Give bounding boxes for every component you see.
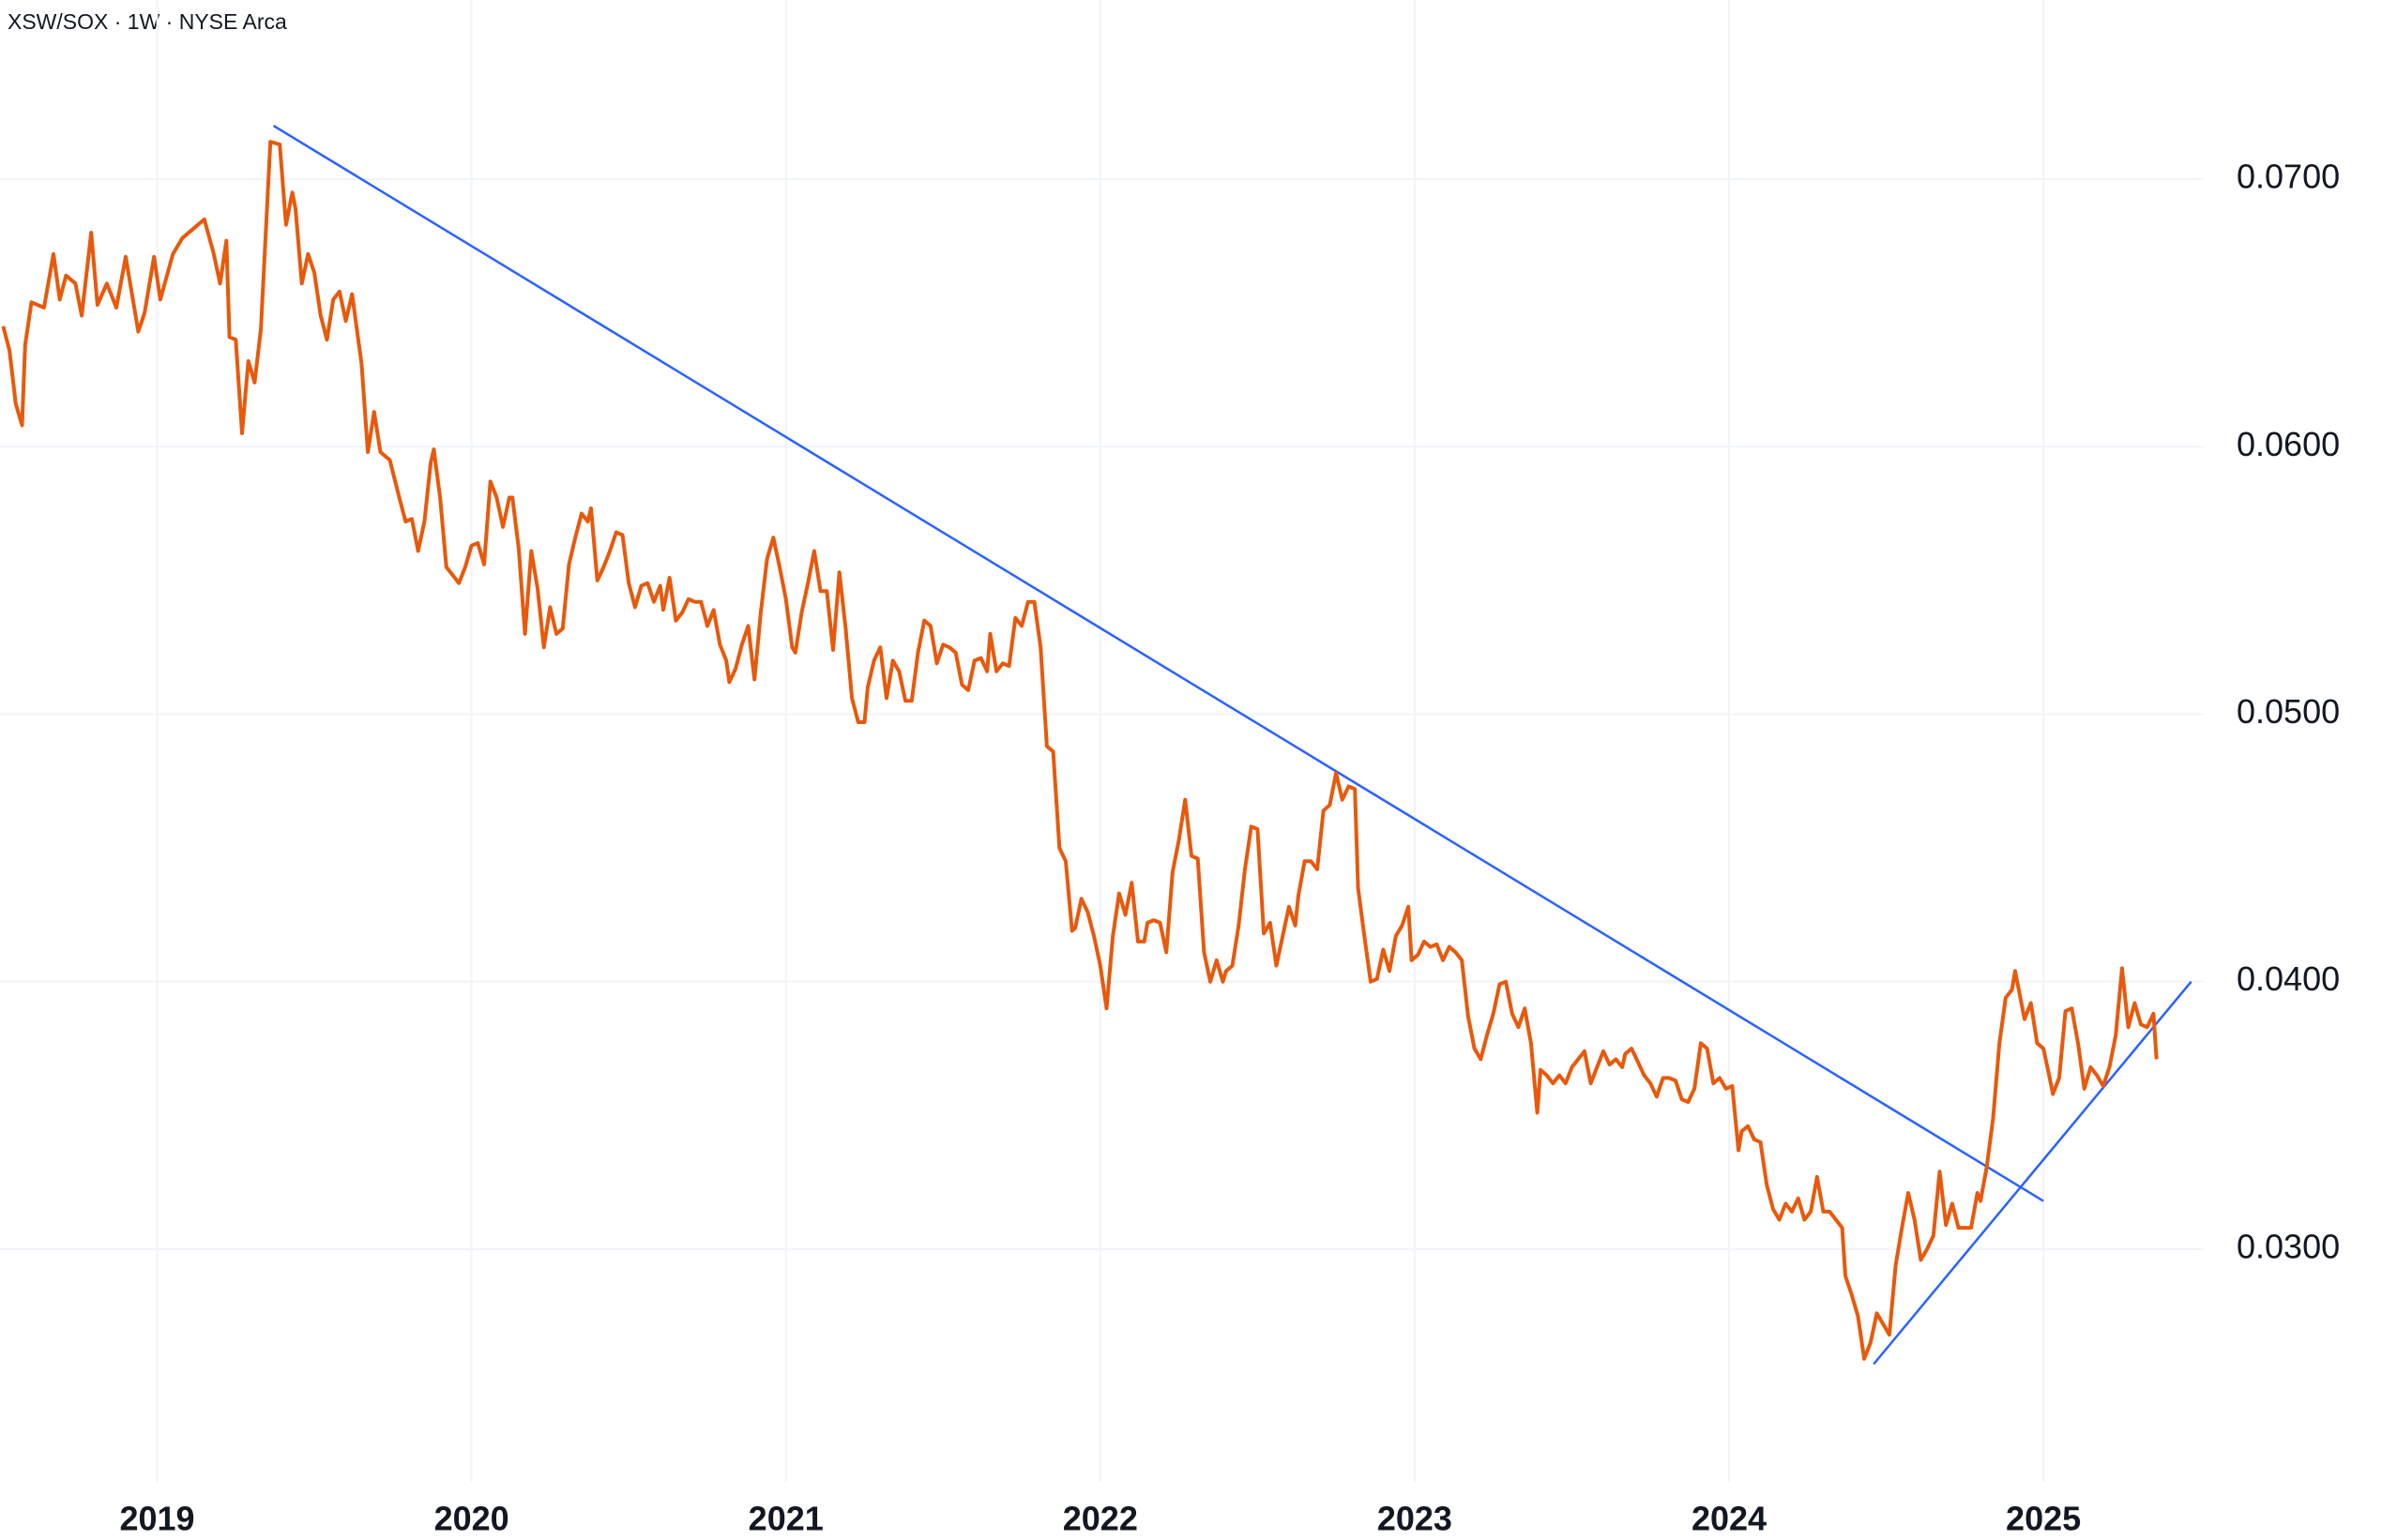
y-tick-label: 0.0700 (2237, 158, 2340, 196)
x-tick-label: 2019 (119, 1500, 194, 1538)
y-tick-label: 0.0300 (2237, 1227, 2340, 1265)
grid (0, 0, 2204, 1482)
x-tick-label: 2023 (1377, 1500, 1452, 1538)
x-tick-label: 2025 (2006, 1500, 2081, 1538)
price-line (1, 140, 2159, 1361)
x-tick-label: 2024 (1692, 1500, 1767, 1538)
y-tick-label: 0.0500 (2237, 692, 2340, 731)
chart-title: XSW/SOX · 1W · NYSE Arca (8, 9, 287, 34)
trend-line (272, 124, 2044, 1202)
y-tick-label: 0.0600 (2237, 425, 2340, 463)
y-tick-label: 0.0400 (2237, 959, 2340, 998)
x-tick-label: 2022 (1063, 1500, 1138, 1538)
trend-line (1873, 980, 2192, 1366)
x-tick-label: 2021 (749, 1500, 824, 1538)
x-tick-label: 2020 (434, 1500, 509, 1538)
